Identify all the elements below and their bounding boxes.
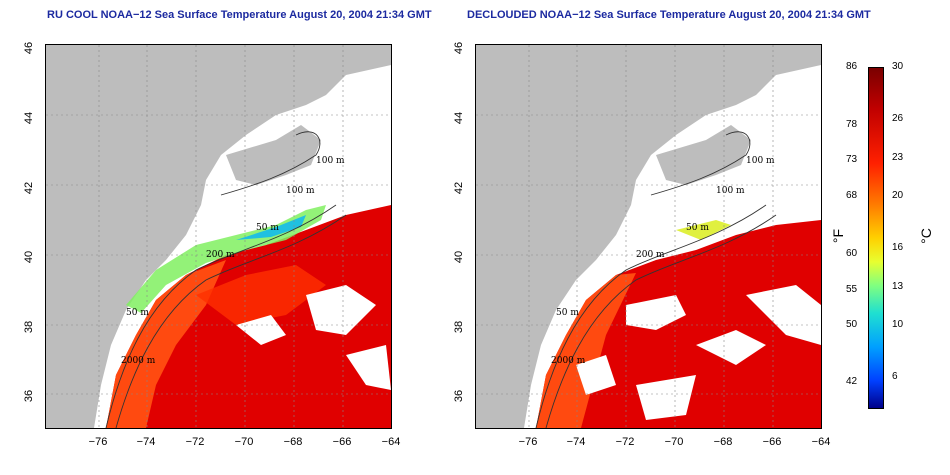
x-tick-label: −76	[518, 436, 538, 448]
sst-map-raw: 100 m 100 m 50 m 200 m 50 m 2000 m	[46, 45, 391, 428]
x-tick-label: −68	[283, 436, 303, 448]
celsius-tick: 30	[892, 61, 904, 72]
fahrenheit-tick: 73	[846, 154, 858, 165]
contour-label: 50 m	[256, 223, 279, 233]
x-tick-label: −68	[713, 436, 733, 448]
x-tick-label: −64	[381, 436, 401, 448]
contour-label: 100 m	[716, 186, 745, 196]
map-panel-declouded: 100 m 100 m 50 m 200 m 50 m 2000 m	[475, 44, 822, 429]
fahrenheit-unit-label: °F	[830, 228, 847, 244]
contour-label: 50 m	[686, 223, 709, 233]
y-tick-label: 42	[23, 181, 35, 195]
fahrenheit-tick: 50	[846, 319, 858, 330]
contour-label: 100 m	[746, 156, 775, 166]
celsius-tick: 26	[892, 113, 904, 124]
contour-label: 200 m	[636, 250, 665, 260]
temperature-colorbar	[868, 67, 884, 409]
x-tick-label: −72	[185, 436, 205, 448]
celsius-tick: 23	[892, 152, 904, 163]
y-tick-label: 38	[453, 320, 465, 334]
y-tick-label: 44	[23, 111, 35, 125]
contour-label: 100 m	[286, 186, 315, 196]
y-tick-label: 46	[23, 41, 35, 55]
celsius-tick: 16	[892, 242, 904, 253]
x-tick-label: −76	[88, 436, 108, 448]
land-mass	[476, 45, 821, 428]
celsius-tick: 6	[892, 371, 898, 382]
sst-map-declouded: 100 m 100 m 50 m 200 m 50 m 2000 m	[476, 45, 821, 428]
x-tick-label: −74	[566, 436, 586, 448]
x-tick-label: −66	[762, 436, 782, 448]
contour-label: 100 m	[316, 156, 345, 166]
contour-label: 50 m	[556, 308, 579, 318]
y-tick-label: 36	[23, 389, 35, 403]
contour-label: 50 m	[126, 308, 149, 318]
x-tick-label: −66	[332, 436, 352, 448]
y-tick-label: 46	[453, 41, 465, 55]
celsius-tick: 13	[892, 281, 904, 292]
x-tick-label: −70	[664, 436, 684, 448]
fahrenheit-tick: 78	[846, 119, 858, 130]
fahrenheit-tick: 55	[846, 284, 858, 295]
y-tick-label: 38	[23, 320, 35, 334]
fahrenheit-tick: 68	[846, 190, 858, 201]
fahrenheit-tick: 86	[846, 61, 858, 72]
fahrenheit-tick: 60	[846, 248, 858, 259]
x-tick-label: −74	[136, 436, 156, 448]
celsius-tick: 20	[892, 190, 904, 201]
celsius-unit-label: °C	[917, 228, 934, 244]
y-tick-label: 40	[23, 250, 35, 264]
y-tick-label: 44	[453, 111, 465, 125]
x-tick-label: −70	[234, 436, 254, 448]
contour-label: 2000 m	[121, 356, 156, 366]
land-mass	[46, 45, 391, 428]
contour-label: 2000 m	[551, 356, 586, 366]
map-panel-raw: 100 m 100 m 50 m 200 m 50 m 2000 m	[45, 44, 392, 429]
panel-title-right: DECLOUDED NOAA−12 Sea Surface Temperatur…	[467, 9, 871, 21]
y-tick-label: 42	[453, 181, 465, 195]
celsius-tick: 10	[892, 319, 904, 330]
panel-title-left: RU COOL NOAA−12 Sea Surface Temperature …	[47, 9, 432, 21]
y-tick-label: 36	[453, 389, 465, 403]
fahrenheit-tick: 42	[846, 376, 858, 387]
x-tick-label: −64	[811, 436, 831, 448]
x-tick-label: −72	[615, 436, 635, 448]
y-tick-label: 40	[453, 250, 465, 264]
contour-label: 200 m	[206, 250, 235, 260]
